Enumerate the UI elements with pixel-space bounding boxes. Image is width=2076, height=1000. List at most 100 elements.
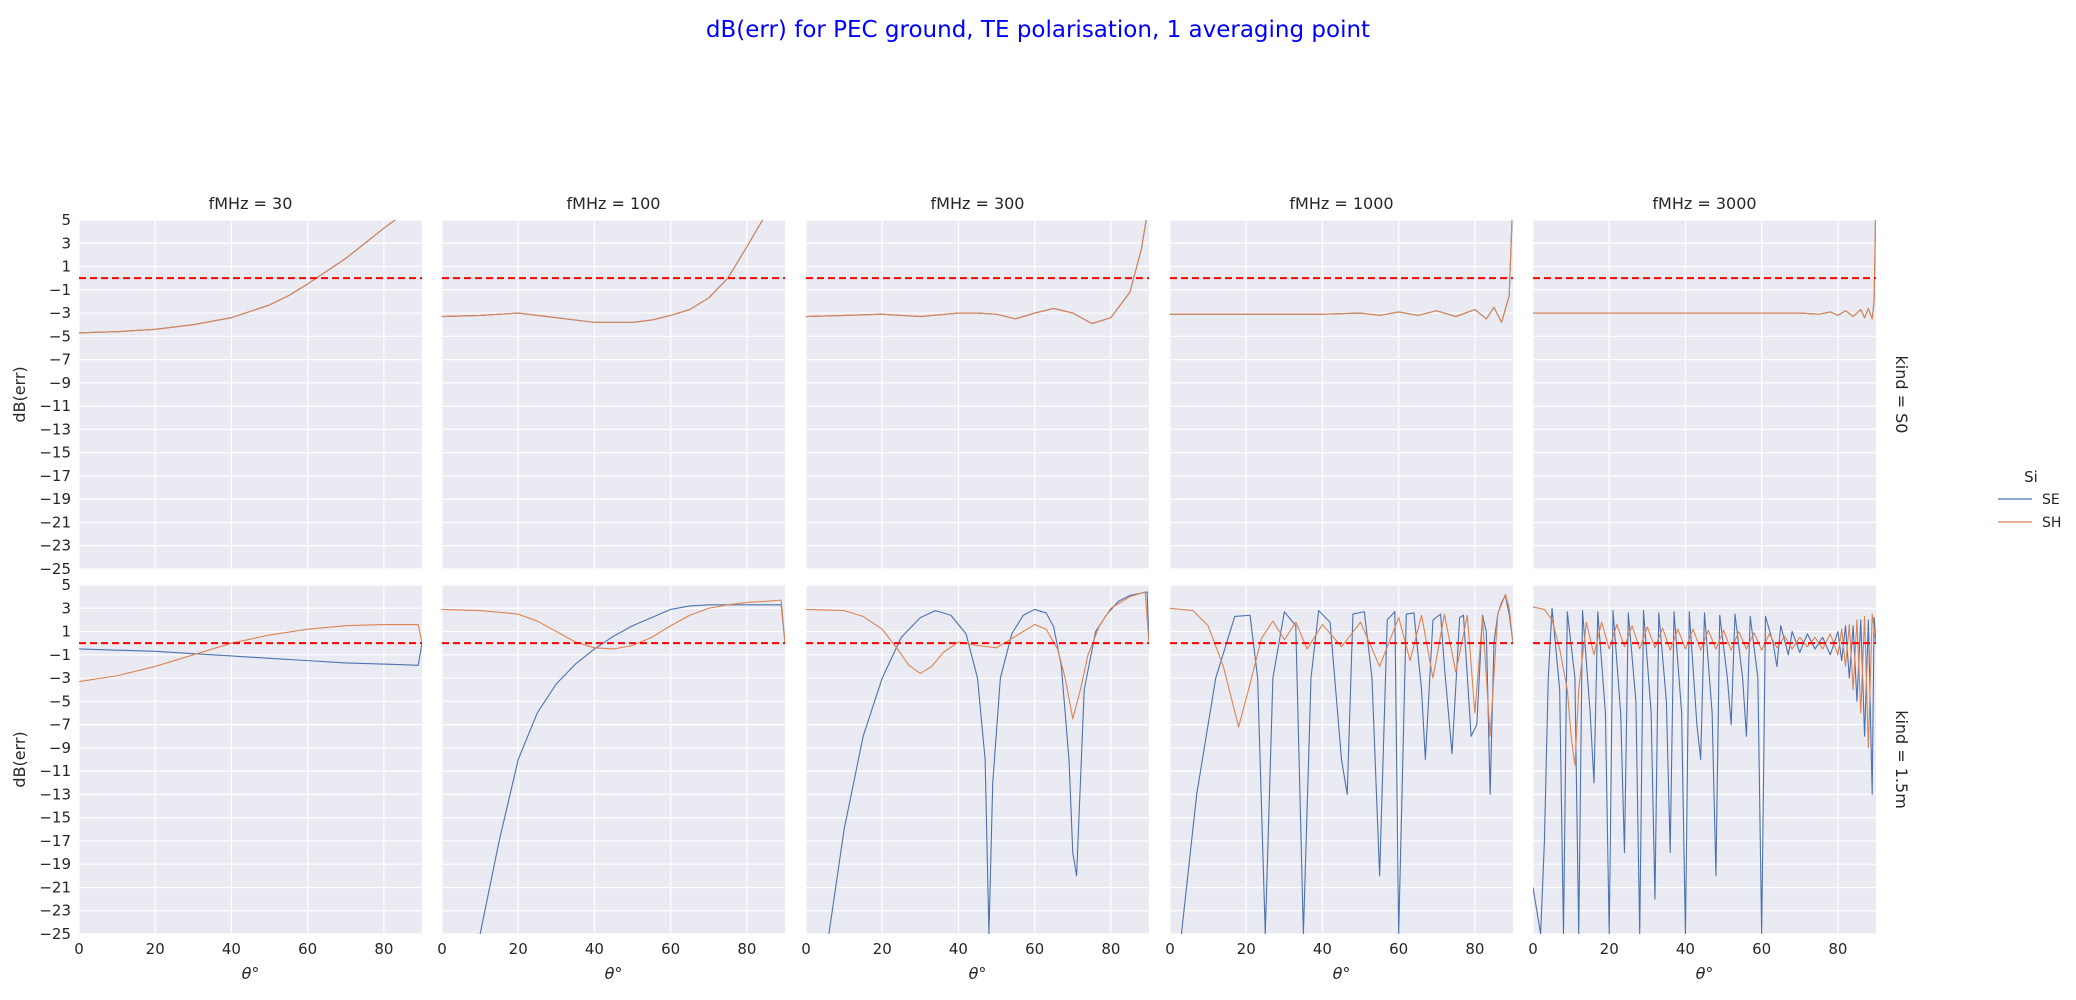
column-title: fMHz = 3000 [1652,194,1756,213]
x-tick-label: 60 [298,940,317,958]
y-tick-label: 1 [61,623,71,641]
legend-label-se: SE [2042,492,2060,508]
series-line-se [479,604,785,934]
panel-background [1533,220,1876,569]
y-tick-label: −7 [49,716,71,734]
x-tick-label: 0 [437,940,447,958]
column-title: fMHz = 300 [931,194,1025,213]
series-line-sh [1170,220,1513,323]
x-tick-label: 20 [146,940,165,958]
y-tick-label: −1 [49,646,71,664]
x-axis-label: θ° [242,964,260,983]
panel-r0-c0: fMHz = 30 5 3 1 −1 −3 −5 −7 −9 −11 −13 −15 −17 −19 −21… [10,194,422,578]
panel-background [79,585,422,934]
panel-r1-c2: 0 20 40 60 80 θ° [801,584,1149,983]
x-tick-label: 40 [1676,940,1695,958]
panel-r0-c1: fMHz = 100 [441,194,785,570]
y-axis-label: dB(err) [10,731,29,787]
panel-background [442,585,785,934]
y-tick-label: −3 [49,304,71,322]
y-tick-label: −9 [49,739,71,757]
legend-label-sh: SH [2042,515,2061,531]
y-tick-label: 3 [61,599,71,617]
panel-background [79,220,422,569]
y-axis-label: dB(err) [10,366,29,422]
y-tick-label: −11 [39,762,71,780]
series-line-sh [79,623,422,683]
series-line-se [1180,594,1513,934]
panel-r1-c0: 5 3 1 −1 −3 −5 −7 −9 −11 −13 −15 −17 −19 −21 −23 −25 dB(… [10,576,422,983]
column-title: fMHz = 30 [209,194,293,213]
panel-background [442,220,785,569]
x-tick-label: 60 [1389,940,1408,958]
y-tick-label: 5 [61,576,71,594]
y-tick-label: −11 [39,397,71,415]
x-axis-label: θ° [969,964,987,983]
y-tick-label: −17 [39,467,71,485]
panel-r1-c3: 0 20 40 60 80 θ° [1165,584,1513,983]
series-line-sh [79,220,396,334]
x-tick-label: 80 [374,940,393,958]
x-tick-label: 40 [585,940,604,958]
x-tick-label: 40 [949,940,968,958]
x-tick-label: 60 [1752,940,1771,958]
y-tick-label: −5 [49,692,71,710]
x-axis-label: θ° [1333,964,1351,983]
series-line-sh [1533,606,1876,766]
y-tick-label: −19 [39,855,71,873]
y-tick-label: −19 [39,490,71,508]
legend-title: Si [2024,468,2038,486]
x-tick-label: 20 [873,940,892,958]
x-tick-label: 0 [74,940,84,958]
panel-r0-c2: fMHz = 300 [805,194,1149,570]
x-tick-label: 40 [222,940,241,958]
figure-title: dB(err) for PEC ground, TE polarisation,… [706,17,1370,43]
row-title: kind = 1.5m [1892,710,1911,809]
y-tick-label: −25 [39,925,71,943]
panel-r1-c1: 0 20 40 60 80 θ° [437,584,785,983]
y-tick-label: −23 [39,537,71,555]
x-tick-label: 0 [1165,940,1175,958]
panel-background [806,585,1149,934]
y-tick-label: −21 [39,878,71,896]
y-tick-label: −13 [39,785,71,803]
y-tick-label: −15 [39,444,71,462]
y-tick-label: −15 [39,809,71,827]
x-tick-label: 40 [1313,940,1332,958]
series-line-sh [442,220,764,323]
y-tick-label: −21 [39,513,71,531]
x-tick-label: 0 [801,940,811,958]
panel-grid: fMHz = 30 5 3 1 −1 −3 −5 −7 −9 −11 −13 −15 −17 −19 −21… [10,194,1911,983]
row-title: kind = S0 [1892,356,1911,434]
y-tick-label: 3 [61,234,71,252]
y-tick-label: −13 [39,420,71,438]
y-tick-label: −9 [49,374,71,392]
series-line-sh [806,220,1147,325]
x-tick-label: 80 [737,940,756,958]
y-tick-label: −23 [39,902,71,920]
series-line-sh [1170,593,1513,737]
series-line-se [79,643,422,666]
x-tick-label: 80 [1828,940,1847,958]
x-axis-label: θ° [605,964,623,983]
series-line-sh [1533,220,1876,320]
x-tick-label: 20 [509,940,528,958]
x-tick-label: 20 [1237,940,1256,958]
series-line-sh [442,599,785,650]
x-tick-label: 80 [1465,940,1484,958]
y-tick-label: −17 [39,832,71,850]
panel-background [806,220,1149,569]
series-line-se [1533,607,1876,934]
y-tick-label: −3 [49,669,71,687]
x-tick-label: 20 [1600,940,1619,958]
x-tick-label: 60 [1025,940,1044,958]
x-tick-label: 60 [661,940,680,958]
y-tick-label: −7 [49,351,71,369]
panel-r1-c4: kind = 1.5m 0 20 40 60 80 θ° [1528,584,1911,983]
x-axis-label: θ° [1696,964,1714,983]
y-tick-label: 5 [61,211,71,229]
y-tick-label: −25 [39,560,71,578]
y-tick-label: −5 [49,327,71,345]
column-title: fMHz = 100 [567,194,661,213]
